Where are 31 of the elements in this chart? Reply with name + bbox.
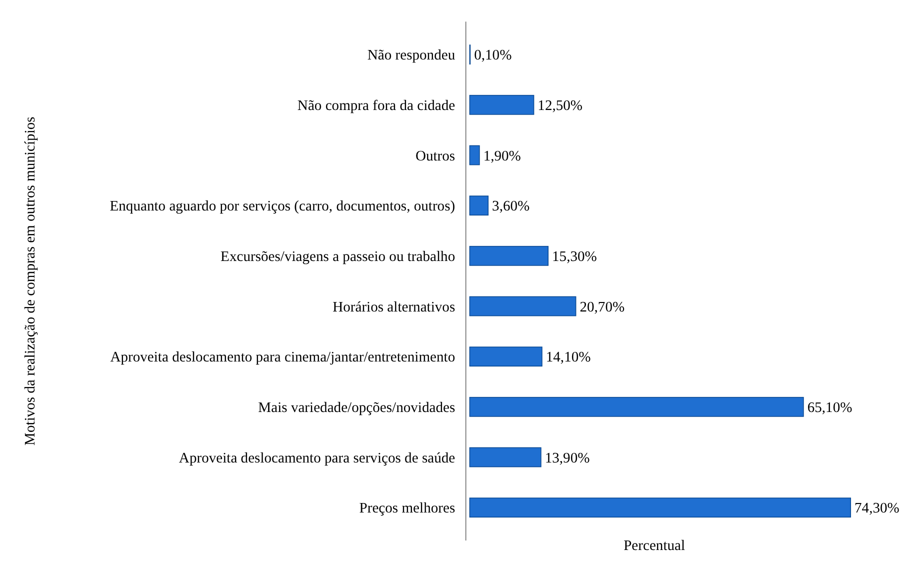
- bar: [469, 246, 549, 266]
- bar: [469, 296, 576, 316]
- data-label: 1,90%: [483, 148, 521, 164]
- y-tick-label: Não respondeu: [367, 48, 456, 64]
- data-label: 12,50%: [538, 98, 583, 114]
- bar: [469, 396, 804, 417]
- data-label: 74,30%: [854, 500, 900, 517]
- data-label: 0,10%: [474, 48, 512, 64]
- data-label: 15,30%: [552, 248, 597, 265]
- bar: [469, 94, 534, 115]
- data-label: 14,10%: [546, 350, 591, 366]
- data-label: 13,90%: [544, 450, 590, 466]
- y-tick-label: Preços melhores: [359, 500, 456, 517]
- y-tick-label: Enquanto aguardo por serviços (carro, documentos, outros): [110, 198, 456, 215]
- data-label: 20,70%: [580, 299, 625, 316]
- y-axis-title: Motivos da realização de compras em outros municípios: [22, 116, 38, 446]
- y-tick-label: Mais variedade/opções/novidades: [258, 400, 456, 416]
- y-tick-label: Aproveita deslocamento para serviços de saúde: [178, 450, 456, 466]
- bar: [469, 498, 852, 518]
- y-tick-label: Horários alternativos: [332, 299, 456, 316]
- bar: [469, 346, 542, 367]
- y-tick-label: Outros: [415, 148, 456, 164]
- bar: [469, 145, 480, 166]
- y-tick-label: Excursões/viagens a passeio ou trabalho: [220, 248, 456, 265]
- data-label: 3,60%: [492, 198, 530, 215]
- data-label: 65,10%: [807, 400, 852, 416]
- x-axis-title: Percentual: [624, 538, 686, 554]
- bar: [469, 196, 489, 216]
- y-tick-label: Não compra fora da cidade: [297, 98, 456, 114]
- y-tick-label: Aproveita deslocamento para cinema/jantar/entretenimento: [110, 350, 456, 366]
- bar: [469, 447, 542, 468]
